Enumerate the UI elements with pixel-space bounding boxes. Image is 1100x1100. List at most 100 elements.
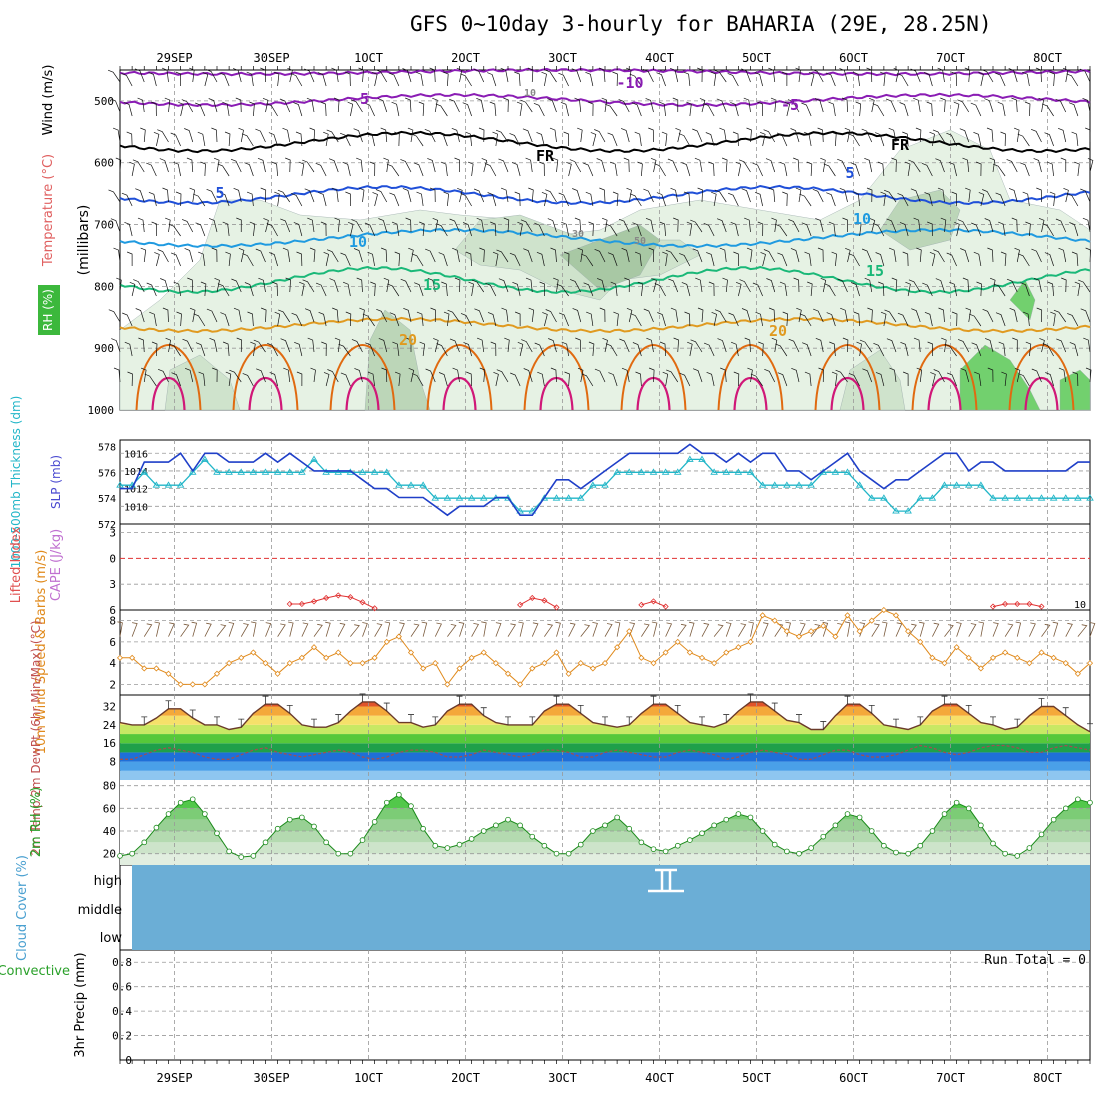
wind10-barb xyxy=(919,621,925,637)
wind-barb xyxy=(1055,218,1067,233)
wind-barb xyxy=(817,127,824,143)
temp-band xyxy=(120,734,1090,744)
wind10-point xyxy=(1050,654,1057,661)
contour-label: 10 xyxy=(853,210,871,228)
wind-barb xyxy=(989,277,996,293)
rh-shading xyxy=(364,309,431,411)
thickness-point xyxy=(795,481,803,488)
wind-barb xyxy=(667,158,679,173)
wind-barb xyxy=(599,187,606,203)
wind-barb xyxy=(323,251,330,267)
wind-barb xyxy=(1001,371,1007,387)
wind-barb xyxy=(108,189,121,203)
contour-label: 10 xyxy=(524,88,536,99)
wind-barb xyxy=(1024,101,1031,117)
wind10-barb xyxy=(810,624,821,637)
wind-barb xyxy=(807,281,813,297)
temp-minmax-bar xyxy=(674,704,681,714)
rh-point xyxy=(965,805,972,812)
chart-title: GFS 0~10day 3-hourly for BAHARIA (29E, 2… xyxy=(410,12,992,36)
wind-barb xyxy=(479,367,486,383)
wind10-barb xyxy=(131,622,138,637)
thickness-point xyxy=(589,481,597,488)
ylabel-precip: 3hr Precip (mm) xyxy=(73,952,88,1057)
wind-barb xyxy=(673,337,679,353)
contour-label: 30 xyxy=(572,229,584,240)
y-axis-labels: (millibars) Wind (m/s) Temperature (°C) RH … xyxy=(0,65,92,1058)
wind10-barb xyxy=(1004,623,1014,637)
wind-barb xyxy=(673,217,679,233)
wind-barb xyxy=(758,341,764,357)
thickness-point xyxy=(625,468,634,475)
wind-barb xyxy=(1038,97,1044,113)
wind-barb xyxy=(521,339,533,353)
wind-barb xyxy=(509,252,521,267)
wind-barb xyxy=(971,342,982,357)
wind-barb xyxy=(675,127,681,143)
wind-barb xyxy=(473,68,485,83)
li-tick-label: 3 xyxy=(109,527,116,540)
wind-barb xyxy=(781,71,788,87)
wind-barb xyxy=(793,277,800,293)
thickness-point xyxy=(867,494,876,501)
wind-barb xyxy=(525,277,533,293)
wind-barb xyxy=(135,308,145,323)
wind-barb xyxy=(304,188,315,203)
wind10-point xyxy=(238,654,245,661)
contour-label: 15 xyxy=(423,276,441,294)
li-point xyxy=(553,604,560,611)
thickness-point xyxy=(928,494,937,501)
thickness-point xyxy=(188,468,197,475)
wind-barb xyxy=(496,369,509,383)
wind-barb xyxy=(176,311,182,327)
wind-barb xyxy=(528,187,534,203)
wind-barb xyxy=(623,157,630,173)
thickness-point xyxy=(576,494,585,501)
wind-barb xyxy=(930,372,936,387)
wind-barb xyxy=(1012,337,1018,353)
thickness-point xyxy=(237,468,246,475)
wind-barb xyxy=(230,158,242,173)
wind-barb xyxy=(659,101,666,117)
rh-point xyxy=(420,825,426,832)
wind-barb xyxy=(642,68,654,83)
wind-barb xyxy=(545,189,557,203)
wind-barb xyxy=(137,217,145,233)
wind-barb xyxy=(812,69,824,83)
wind-barb xyxy=(1011,217,1018,233)
wind-barb xyxy=(815,218,824,233)
wind-barb xyxy=(512,281,521,297)
wind-barb xyxy=(202,72,209,87)
thickness-point xyxy=(334,468,343,475)
wind-barb xyxy=(416,311,424,327)
wind-barb xyxy=(413,162,424,177)
wind-barb xyxy=(490,221,497,237)
ylabel-wind10: 10m Wind Speed & Barbs (m/s) xyxy=(34,550,49,755)
wind-barb xyxy=(752,282,763,297)
wind10-barb xyxy=(350,624,360,637)
wind-barb xyxy=(626,307,633,323)
thickness-point xyxy=(516,507,524,514)
wind-barb xyxy=(782,191,788,207)
wind10-barb xyxy=(614,621,621,637)
isotherm-20 xyxy=(119,316,1091,334)
wind-barb xyxy=(129,281,136,297)
wind10-point xyxy=(771,617,778,624)
wind-barb xyxy=(946,372,957,387)
wind-barb xyxy=(514,191,521,207)
wind-barb xyxy=(1020,282,1030,297)
wind-barb xyxy=(608,372,618,387)
wind-barb xyxy=(127,371,133,387)
wind-barb xyxy=(1025,341,1032,357)
wind-barb xyxy=(585,71,594,87)
wind-barb xyxy=(872,223,885,237)
thickness-point xyxy=(1001,494,1009,501)
wind-barb xyxy=(859,339,873,353)
wind10-barb xyxy=(944,624,954,637)
cloud-level-label: high xyxy=(94,874,122,889)
wind-barb xyxy=(1013,127,1020,143)
wind-barb xyxy=(902,131,909,147)
wind-barb xyxy=(135,188,145,203)
wind-barb xyxy=(383,277,390,293)
wind-barb xyxy=(960,248,970,263)
